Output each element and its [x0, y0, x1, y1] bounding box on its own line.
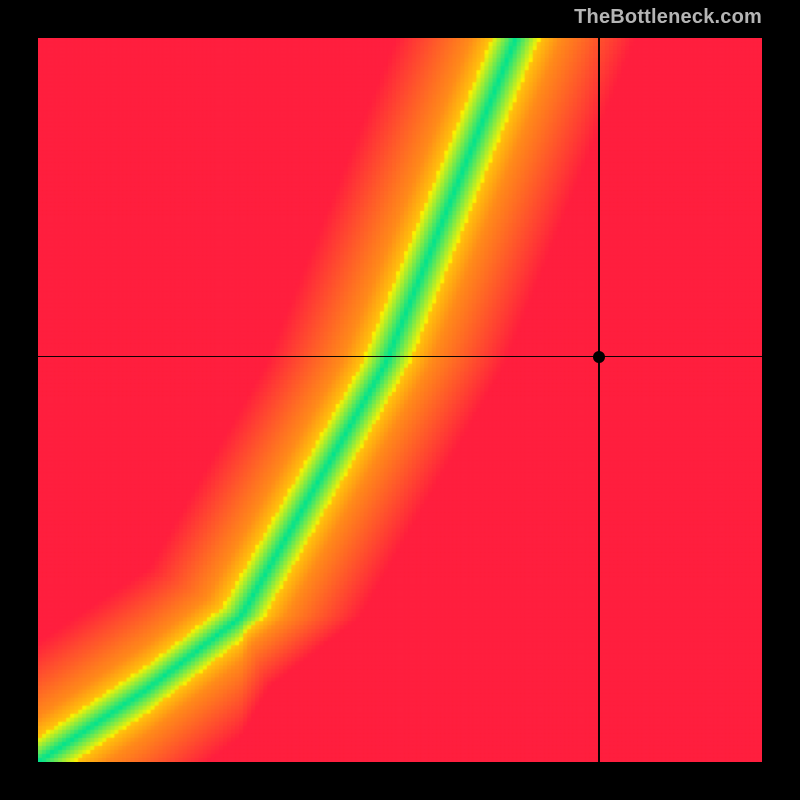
crosshair-horizontal: [38, 356, 762, 358]
crosshair-marker: [593, 351, 605, 363]
heatmap-canvas: [38, 38, 762, 762]
watermark-text: TheBottleneck.com: [574, 6, 762, 29]
plot-frame: [38, 38, 762, 762]
crosshair-vertical: [598, 38, 600, 762]
